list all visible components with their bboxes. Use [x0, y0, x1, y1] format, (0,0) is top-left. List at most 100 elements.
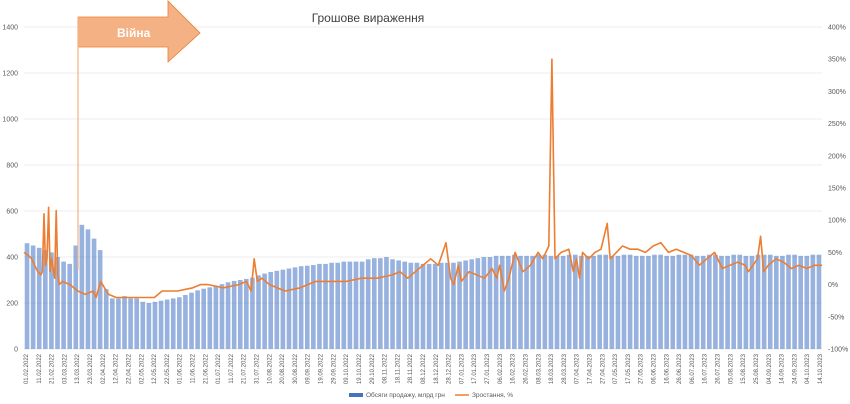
x-tick-label: 09.09.2022 [306, 353, 312, 384]
y-left-tick-label: 1200 [2, 71, 18, 78]
bar [207, 287, 213, 349]
growth-line [23, 58, 822, 299]
x-tick-label: 20.08.2022 [280, 353, 286, 384]
x-tick-label: 22.04.2022 [127, 353, 133, 384]
x-tick-label: 18.03.2023 [549, 353, 555, 384]
bar [85, 229, 91, 349]
bar [268, 271, 274, 349]
y-right-tick-label: 250% [828, 121, 846, 128]
x-tick-label: 12.04.2022 [114, 353, 120, 384]
legend-swatch-bar [349, 393, 363, 397]
bar [719, 255, 724, 349]
x-tick-label: 29.09.2022 [331, 353, 337, 384]
x-tick-label: 19.10.2022 [357, 353, 363, 384]
x-tick-label: 26.07.2023 [716, 353, 722, 384]
bar [134, 298, 140, 349]
bar [36, 247, 42, 349]
bar [597, 254, 602, 349]
x-tick-label: 01.02.2022 [24, 353, 30, 384]
bar [792, 254, 797, 349]
y-right-tick-label: -50% [828, 314, 844, 321]
bar [670, 255, 676, 349]
bar [55, 257, 60, 349]
x-tick-label: 08.11.2022 [383, 353, 389, 383]
x-tick-label: 27.01.2023 [485, 353, 491, 384]
x-tick-label: 28.03.2023 [562, 353, 568, 384]
bar [579, 255, 584, 349]
bar [652, 254, 657, 349]
bar [737, 254, 743, 349]
bar [195, 290, 200, 349]
x-tick-label: 17.05.2023 [626, 353, 632, 384]
bar [804, 255, 810, 349]
bar [140, 301, 146, 349]
x-tick-label: 26.02.2023 [524, 353, 530, 384]
y-right-tick-label: 350% [828, 57, 846, 64]
x-tick-label: 21.02.2022 [50, 353, 56, 384]
bar [304, 265, 310, 349]
bar [237, 280, 243, 349]
x-tick-label: 04.10.2023 [805, 353, 811, 384]
y-left-tick-label: 200 [6, 301, 18, 308]
y-right-tick-label: 0% [828, 282, 838, 289]
bar [329, 262, 334, 349]
bar [341, 261, 347, 349]
bar [536, 254, 542, 349]
x-tick-label: 22.05.2022 [165, 353, 171, 384]
bar [262, 273, 267, 349]
x-tick-label: 17.04.2023 [588, 353, 594, 384]
x-tick-label: 01.07.2022 [216, 353, 222, 384]
bar [280, 269, 286, 349]
x-tick-label: 15.08.2023 [741, 353, 747, 384]
y-left-tick-label: 800 [6, 163, 18, 170]
x-axis: 01.02.2022 11.02.2022 21.02.2022 03.03.2022… [24, 353, 824, 384]
bar [761, 254, 767, 349]
bar [615, 255, 621, 349]
x-tick-label: 14.10.2023 [818, 353, 824, 384]
bar [97, 250, 103, 349]
bar [323, 263, 328, 349]
y-right-tick-label: 300% [828, 89, 846, 96]
bar [73, 245, 79, 349]
bar [713, 254, 718, 349]
x-tick-label: 13.03.2022 [75, 353, 81, 384]
war-annotation: Війна [77, 0, 201, 270]
bar [408, 262, 414, 349]
bar [554, 255, 560, 349]
bar [548, 255, 554, 349]
y-right-tick-label: 150% [828, 186, 846, 193]
bar [292, 267, 298, 349]
bar [621, 254, 627, 349]
bar [591, 255, 596, 349]
bar [244, 278, 249, 349]
x-tick-label: 27.05.2023 [639, 353, 645, 384]
bar [609, 255, 615, 349]
x-tick-label: 23.03.2022 [88, 353, 94, 384]
x-tick-label: 28.12.2022 [447, 353, 453, 384]
x-tick-label: 02.05.2022 [139, 353, 145, 384]
x-tick-label: 11.06.2022 [191, 353, 197, 383]
bar [384, 257, 389, 349]
bar [378, 258, 383, 349]
bar [627, 254, 633, 349]
growth-series-line [23, 58, 822, 299]
bar [664, 255, 669, 349]
x-tick-label: 19.09.2022 [319, 353, 325, 384]
bar [487, 257, 493, 349]
bar [24, 243, 30, 349]
bar [177, 297, 182, 349]
x-tick-label: 08.03.2023 [536, 353, 542, 384]
bar [798, 255, 803, 349]
bar [518, 255, 523, 349]
bar [152, 301, 158, 349]
bar [560, 255, 566, 349]
bar [122, 296, 127, 349]
legend-label-bar: Обсяги продажу, млрд грн [366, 391, 445, 399]
bar [639, 255, 645, 349]
y-left-tick-label: 400 [6, 255, 18, 262]
bar [67, 263, 73, 349]
bar [524, 255, 529, 349]
x-tick-label: 26.06.2023 [677, 353, 683, 384]
bar [463, 260, 468, 349]
x-tick-label: 11.02.2022 [37, 353, 43, 383]
